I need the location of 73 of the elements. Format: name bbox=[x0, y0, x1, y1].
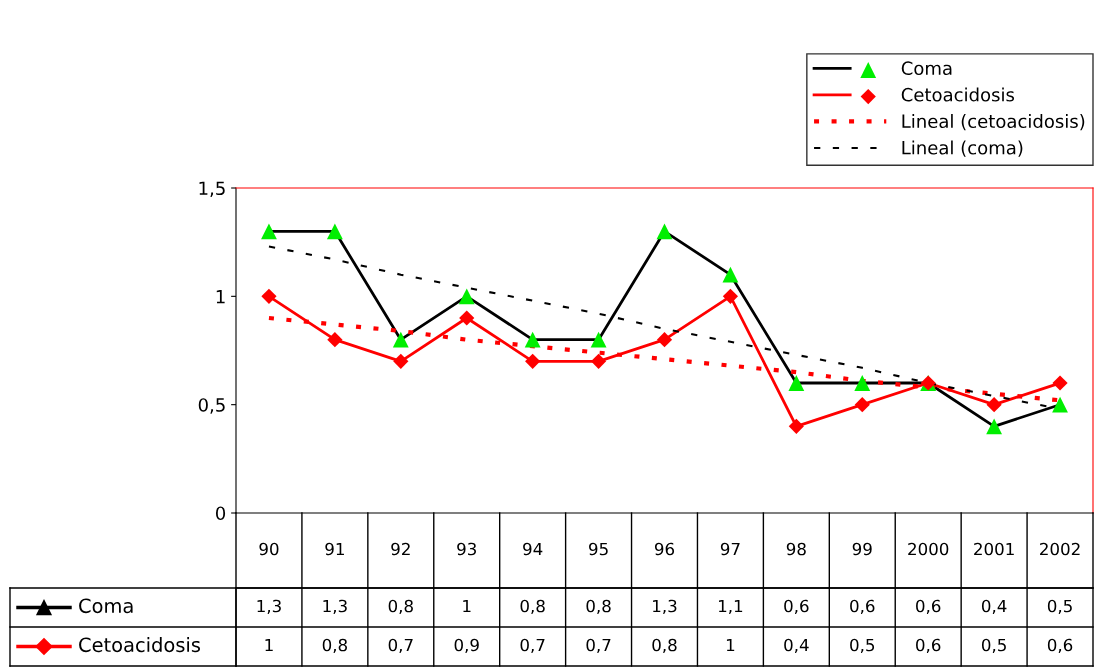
point bbox=[590, 331, 607, 348]
data-label: 1 bbox=[463, 599, 471, 613]
point bbox=[1052, 396, 1068, 413]
legend-label: Coma bbox=[901, 61, 952, 76]
x-tick-label: 93 bbox=[457, 542, 476, 556]
point bbox=[986, 397, 1002, 413]
legend-label: Lineal (cetoacidosis) bbox=[902, 114, 1085, 131]
point bbox=[854, 375, 871, 391]
data-label: 0,6 bbox=[1047, 638, 1073, 654]
data-label: 0,6 bbox=[916, 599, 941, 615]
data-label: 0,7 bbox=[520, 638, 545, 654]
data-label: 0,5 bbox=[850, 638, 875, 654]
point bbox=[261, 288, 277, 304]
data-label: 1,3 bbox=[323, 599, 347, 615]
x-tick-label: 90 bbox=[259, 542, 279, 556]
point bbox=[722, 288, 739, 304]
x-tick-label: 98 bbox=[786, 542, 806, 556]
y-tick-label: 1,5 bbox=[199, 181, 225, 197]
point bbox=[656, 223, 673, 240]
x-tick-label: 94 bbox=[523, 542, 543, 556]
data-label: 0,7 bbox=[388, 638, 413, 654]
point bbox=[327, 332, 343, 348]
point bbox=[788, 418, 804, 434]
data-label: 0,8 bbox=[388, 599, 413, 615]
legend-label: Lineal (coma) bbox=[902, 140, 1023, 157]
data-label: 0,5 bbox=[981, 638, 1006, 654]
x-tick-label: 2001 bbox=[974, 542, 1014, 556]
point bbox=[854, 397, 870, 413]
data-label: 0,7 bbox=[586, 638, 611, 654]
x-tick-label: 99 bbox=[852, 542, 872, 556]
point bbox=[525, 353, 541, 369]
text: Coma bbox=[79, 598, 133, 614]
point bbox=[1052, 375, 1068, 391]
data-label: 1,3 bbox=[653, 599, 677, 615]
data-label: 0,5 bbox=[1047, 599, 1072, 615]
data-label: 0,6 bbox=[850, 599, 875, 615]
point bbox=[261, 223, 277, 240]
x-tick-label: 96 bbox=[654, 542, 675, 556]
point bbox=[393, 353, 409, 369]
data-label: 1,1 bbox=[719, 599, 743, 615]
x-tick-label: 92 bbox=[391, 542, 410, 556]
data-label: 0,8 bbox=[586, 599, 611, 615]
x-tick-label: 91 bbox=[325, 542, 344, 556]
point bbox=[656, 332, 673, 348]
y-tick-label: 0 bbox=[215, 506, 226, 521]
point bbox=[722, 266, 739, 283]
y-tick-label: 0,5 bbox=[198, 398, 225, 414]
point bbox=[986, 418, 1003, 435]
x-tick-label: 95 bbox=[589, 542, 608, 556]
x-tick-label: 2000 bbox=[908, 542, 949, 556]
point bbox=[458, 288, 475, 305]
point bbox=[524, 331, 541, 348]
point bbox=[459, 310, 475, 326]
point bbox=[392, 331, 409, 348]
legend-label: Cetoacidosis bbox=[901, 87, 1015, 102]
data-label: 1,3 bbox=[257, 599, 281, 615]
data-label: 1 bbox=[265, 638, 273, 652]
x-tick-label: 97 bbox=[720, 542, 740, 556]
data-label: 0,8 bbox=[322, 638, 347, 654]
x-tick-label: 2002 bbox=[1040, 542, 1080, 556]
data-label: 1 bbox=[726, 638, 735, 652]
data-label: 0,9 bbox=[454, 638, 479, 654]
point bbox=[326, 223, 343, 240]
point bbox=[788, 375, 805, 391]
data-label: 0,4 bbox=[981, 599, 1007, 615]
y-tick-label: 1 bbox=[216, 290, 225, 304]
data-label: 0,6 bbox=[916, 638, 941, 654]
data-label: 0,8 bbox=[520, 599, 545, 615]
point bbox=[590, 353, 607, 369]
data-label: 0,6 bbox=[784, 599, 809, 615]
data-label: 0,8 bbox=[652, 638, 677, 654]
text: Cetoacidosis bbox=[79, 637, 201, 653]
data-label: 0,4 bbox=[784, 638, 809, 654]
